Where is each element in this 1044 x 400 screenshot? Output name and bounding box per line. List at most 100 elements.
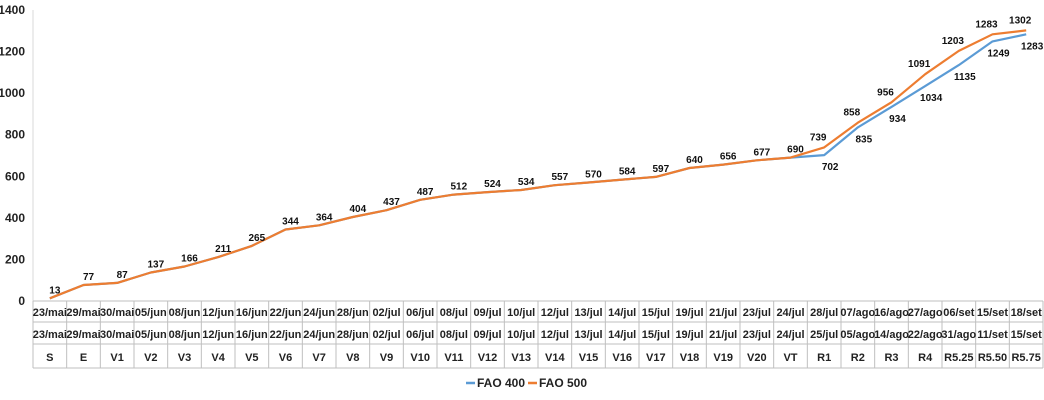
data-label: 87 — [117, 270, 129, 281]
data-label: 656 — [720, 152, 737, 163]
x-tick-label: 14/jul — [608, 307, 636, 319]
x-tick-label: 10/jul — [507, 329, 535, 341]
data-label: 437 — [383, 197, 400, 208]
x-tick-label: VT — [783, 352, 797, 364]
data-label-fao-500: 739 — [810, 132, 827, 143]
data-label: 137 — [147, 260, 164, 271]
x-tick-label: 07/ago — [840, 307, 875, 319]
x-tick-label: 30/mai — [100, 307, 134, 319]
x-tick-label: 28/jun — [337, 329, 369, 341]
x-tick-label: 29/mai — [66, 329, 100, 341]
x-tick-label: 12/jun — [202, 329, 234, 341]
data-label: 597 — [652, 164, 669, 175]
x-tick-label: E — [80, 352, 87, 364]
x-tick-label: V12 — [478, 352, 498, 364]
x-tick-label: 28/jun — [337, 307, 369, 319]
data-label: 77 — [83, 272, 95, 283]
x-tick-label: 05/jun — [135, 307, 167, 319]
x-tick-label: V4 — [211, 352, 225, 364]
x-tick-label: R1 — [817, 352, 831, 364]
series-line-fao-500 — [49, 29, 1027, 300]
x-tick-label: 10/jul — [507, 307, 535, 319]
x-tick-label: 23/mai — [33, 307, 67, 319]
data-label-fao-500: 1283 — [975, 19, 998, 30]
data-label-fao-400: 1283 — [1021, 41, 1044, 52]
data-label: 524 — [484, 179, 501, 190]
x-tick-label: 08/jul — [440, 307, 468, 319]
x-tick-label: V13 — [511, 352, 531, 364]
x-tick-label: 23/jul — [743, 329, 771, 341]
x-tick-label: V8 — [346, 352, 359, 364]
data-label-fao-500: 858 — [843, 108, 860, 119]
data-label: 677 — [753, 147, 770, 158]
x-tick-label: 02/jul — [372, 307, 400, 319]
x-tick-label: 24/jul — [776, 329, 804, 341]
data-label: 570 — [585, 170, 602, 181]
y-tick-label: 1400 — [0, 3, 25, 17]
data-label-fao-400: 835 — [855, 134, 872, 145]
x-tick-label: 11/set — [977, 329, 1008, 341]
y-tick-label: 1000 — [0, 86, 25, 100]
x-tick-label: 16/jun — [236, 329, 268, 341]
x-tick-label: 06/jul — [406, 307, 434, 319]
legend-label: FAO 500 — [539, 376, 587, 390]
x-tick-label: 24/jun — [303, 329, 335, 341]
data-label: 512 — [450, 182, 467, 193]
y-tick-label: 200 — [5, 252, 25, 266]
x-tick-label: R5.75 — [1011, 352, 1040, 364]
legend-label: FAO 400 — [477, 376, 525, 390]
x-tick-label: 14/ago — [874, 329, 909, 341]
x-tick-label: 27/ago — [908, 307, 943, 319]
x-tick-label: 13/jul — [574, 307, 602, 319]
x-tick-label: 18/set — [1011, 307, 1043, 319]
data-label: 534 — [518, 177, 535, 188]
x-tick-label: V11 — [444, 352, 463, 364]
x-tick-label: 15/jul — [642, 307, 670, 319]
x-tick-label: V2 — [144, 352, 157, 364]
x-tick-label: 23/jul — [743, 307, 771, 319]
y-tick-label: 400 — [5, 211, 25, 225]
x-tick-label: 15/jul — [642, 329, 670, 341]
x-tick-label: 22/jun — [270, 329, 302, 341]
x-tick-label: 12/jul — [541, 307, 569, 319]
x-tick-label: 15/set — [977, 307, 1009, 319]
x-tick-label: 19/jul — [675, 307, 703, 319]
data-label-fao-500: 956 — [877, 87, 894, 98]
x-tick-label: 05/jun — [135, 329, 167, 341]
x-tick-label: 16/ago — [874, 307, 909, 319]
y-tick-label: 0 — [18, 294, 25, 308]
x-tick-label: V17 — [646, 352, 666, 364]
data-label: 404 — [349, 204, 366, 215]
x-tick-label: 08/jul — [440, 329, 468, 341]
x-tick-label: V18 — [680, 352, 700, 364]
x-tick-label: 24/jun — [303, 307, 335, 319]
data-label: 166 — [181, 253, 198, 264]
x-tick-label: 29/mai — [66, 307, 100, 319]
x-tick-label: V3 — [178, 352, 191, 364]
x-tick-label: R3 — [884, 352, 898, 364]
x-tick-label: 12/jul — [541, 329, 569, 341]
x-tick-label: V1 — [110, 352, 123, 364]
data-label-fao-500: 1203 — [942, 36, 965, 47]
x-tick-label: 06/set — [943, 307, 975, 319]
x-tick-label: 02/jul — [372, 329, 400, 341]
y-tick-label: 800 — [5, 128, 25, 142]
x-tick-label: 13/jul — [574, 329, 602, 341]
x-tick-label: 23/mai — [33, 329, 67, 341]
x-tick-label: 16/jun — [236, 307, 268, 319]
data-label: 640 — [686, 155, 703, 166]
x-tick-label: R2 — [851, 352, 865, 364]
data-label: 265 — [248, 233, 265, 244]
x-tick-label: 22/jun — [270, 307, 302, 319]
data-label: 690 — [787, 145, 804, 156]
x-tick-label: 08/jun — [169, 307, 201, 319]
x-tick-label: V19 — [713, 352, 733, 364]
data-label: 344 — [282, 216, 299, 227]
x-tick-label: V6 — [279, 352, 292, 364]
x-tick-label: 06/jul — [406, 329, 434, 341]
y-tick-label: 1200 — [0, 45, 25, 59]
x-tick-label: 31/ago — [941, 329, 976, 341]
data-label-fao-400: 702 — [822, 162, 839, 173]
x-tick-label: 14/jul — [608, 329, 636, 341]
